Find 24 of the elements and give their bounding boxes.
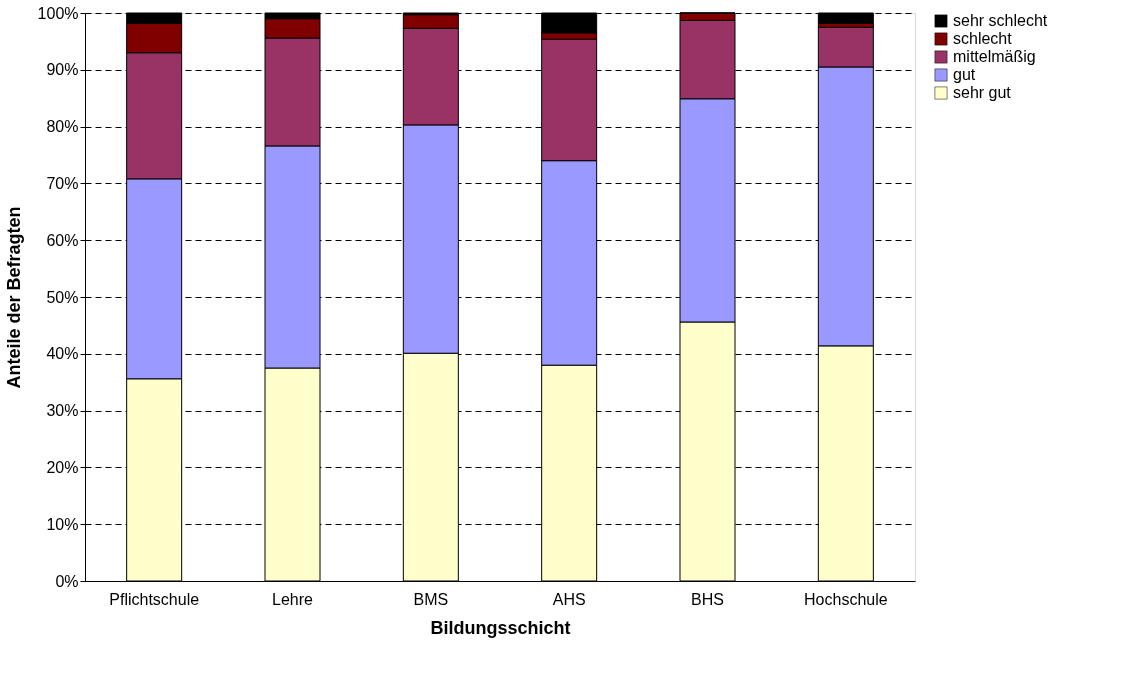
y-tick-label: 40% xyxy=(46,345,79,363)
x-tick-label: BMS xyxy=(413,590,449,608)
x-tick-label: BHS xyxy=(691,590,724,608)
y-tick-label: 10% xyxy=(46,515,79,533)
y-tick-label: 60% xyxy=(46,231,79,249)
y-tick-label: 80% xyxy=(46,118,79,136)
y-tick-label: 50% xyxy=(46,288,79,306)
x-tick-label: Hochschule xyxy=(804,590,888,608)
y-tick-label: 70% xyxy=(46,174,79,192)
legend-label: gut xyxy=(953,66,976,83)
x-tick-label: Pflichtschule xyxy=(109,590,200,608)
x-tick-label: AHS xyxy=(552,590,586,608)
y-tick-label: 90% xyxy=(46,61,79,79)
legend-label: schlecht xyxy=(953,30,1013,47)
x-axis-title: Bildungsschicht xyxy=(430,617,571,638)
legend-label: sehr gut xyxy=(953,84,1012,101)
y-tick-label: 30% xyxy=(46,402,79,420)
y-tick-label: 20% xyxy=(46,458,79,476)
x-tick-label: Lehre xyxy=(272,590,314,608)
legend-label: mittelmäßig xyxy=(953,48,1036,65)
legend-label: sehr schlecht xyxy=(953,12,1048,29)
y-tick-label: 0% xyxy=(55,572,79,590)
y-tick-label: 100% xyxy=(37,4,79,22)
y-axis-title: Anteile der Befragten xyxy=(3,206,24,389)
